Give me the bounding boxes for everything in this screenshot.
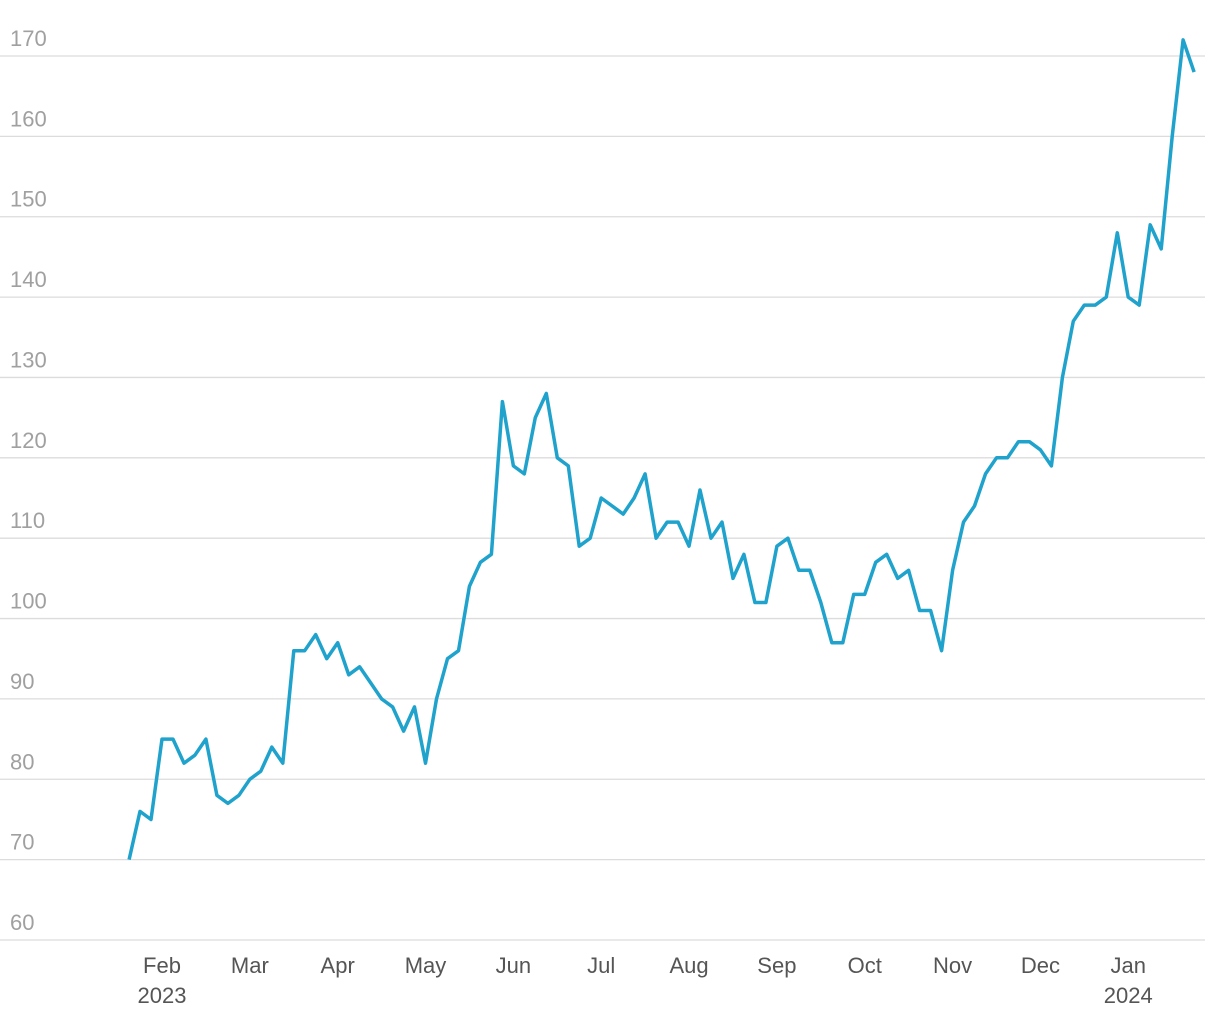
x-tick-label: Apr	[321, 953, 355, 978]
x-tick-label: Feb 2023	[138, 953, 187, 1008]
x-tick-label: May	[405, 953, 447, 978]
y-tick-label: 60	[10, 910, 34, 935]
x-tick-label: Aug	[669, 953, 708, 978]
y-tick-label: 100	[10, 589, 47, 614]
x-tick-label: Sep	[757, 953, 796, 978]
y-tick-label: 90	[10, 669, 34, 694]
y-tick-label: 70	[10, 830, 34, 855]
y-tick-label: 130	[10, 347, 47, 372]
y-tick-label: 150	[10, 187, 47, 212]
y-tick-label: 120	[10, 428, 47, 453]
y-tick-label: 80	[10, 749, 34, 774]
y-tick-label: 140	[10, 267, 47, 292]
x-tick-label: Jul	[587, 953, 615, 978]
x-tick-label: Jan 2024	[1104, 953, 1153, 1008]
x-tick-label: Dec	[1021, 953, 1060, 978]
y-tick-label: 170	[10, 26, 47, 51]
y-tick-label: 160	[10, 106, 47, 131]
price-line	[127, 38, 1196, 860]
x-tick-label: Mar	[231, 953, 269, 978]
x-tick-label: Nov	[933, 953, 972, 978]
x-tick-label: Jun	[496, 953, 531, 978]
y-tick-label: 110	[10, 508, 45, 533]
x-tick-label: Oct	[848, 953, 882, 978]
